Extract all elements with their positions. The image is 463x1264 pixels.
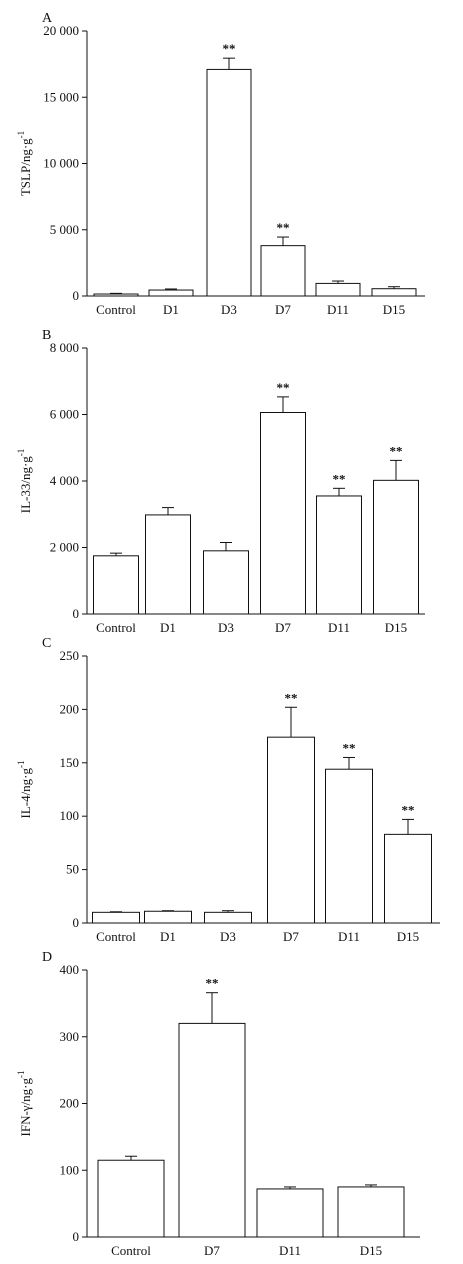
x-tick-label: D1: [160, 620, 176, 635]
y-tick-label: 0: [73, 288, 80, 303]
x-tick-label: D15: [385, 620, 407, 635]
y-tick-label: 2 000: [50, 540, 79, 555]
y-tick-label: 50: [66, 862, 79, 877]
bar-control: [93, 555, 139, 615]
y-axis-label: IL-33/ng·g-1: [16, 449, 33, 514]
bar-control: [97, 1159, 165, 1238]
significance-label: **: [277, 220, 290, 235]
bar-d15: [371, 288, 417, 297]
bar-d15: [373, 479, 419, 615]
y-tick-label: 0: [73, 915, 80, 930]
y-axis-label: TSLP/ng·g-1: [16, 131, 33, 196]
x-tick-label: D11: [327, 302, 349, 317]
panel-letter: A: [42, 11, 53, 26]
y-tick-label: 6 000: [50, 407, 79, 422]
significance-label: **: [343, 740, 356, 755]
significance-label: **: [333, 471, 346, 486]
bar-d15: [384, 833, 432, 924]
panel-letter: D: [42, 950, 52, 965]
y-tick-label: 300: [60, 1029, 80, 1044]
bar-d1: [148, 289, 194, 297]
bar-d15: [337, 1186, 405, 1238]
chart-panel-b: B 0 2 000 4 000 6 000 8 000 IL-33/ng·g-1 Contro…: [16, 328, 425, 635]
x-tick-label: D11: [328, 620, 350, 635]
y-tick-label: 150: [60, 755, 80, 770]
bar-d7: [267, 736, 315, 924]
x-tick-label: D7: [283, 929, 299, 944]
significance-label: **: [285, 690, 298, 705]
bar-d1: [145, 514, 191, 615]
chart-panel-c: C 0 50 100 150 200 250 IL-4/ng·g-1 Control D1 D3 **…: [16, 636, 440, 944]
bar-control: [93, 293, 139, 297]
bar-d3: [204, 911, 252, 924]
significance-label: **: [223, 41, 236, 56]
bar-d3: [203, 550, 249, 615]
bar-d11: [256, 1188, 324, 1238]
x-tick-label: Control: [96, 929, 136, 944]
x-tick-label: D1: [163, 302, 179, 317]
chart-panel-a: A 0 5 000 10 000 15 000 20 000 TSLP/ng·g-1 Cont…: [16, 11, 425, 317]
y-axis-label: IL-4/ng·g-1: [16, 760, 33, 818]
x-tick-label: Control: [111, 1243, 151, 1258]
x-tick-label: D15: [397, 929, 419, 944]
chart-panel-d: D 0 100 200 300 400 IFN-γ/ng·g-1 Control ** D7 D11…: [16, 950, 420, 1258]
x-tick-label: D15: [383, 302, 405, 317]
y-tick-label: 8 000: [50, 340, 79, 355]
panel-letter: B: [42, 328, 51, 343]
bar-d11: [316, 495, 362, 615]
y-tick-label: 4 000: [50, 473, 79, 488]
x-tick-label: D1: [160, 929, 176, 944]
x-tick-label: Control: [96, 620, 136, 635]
y-tick-label: 5 000: [50, 222, 79, 237]
bar-d3: [206, 68, 252, 297]
x-tick-label: D7: [275, 620, 291, 635]
x-tick-label: D11: [279, 1243, 301, 1258]
significance-label: **: [390, 443, 403, 458]
significance-label: **: [277, 380, 290, 395]
significance-label: **: [402, 802, 415, 817]
x-tick-label: D7: [275, 302, 291, 317]
y-tick-label: 200: [60, 1096, 80, 1111]
y-tick-label: 20 000: [43, 23, 79, 38]
bar-d7: [260, 412, 306, 615]
y-tick-label: 400: [60, 962, 80, 977]
x-tick-label: D15: [360, 1243, 382, 1258]
y-tick-label: 100: [60, 1162, 80, 1177]
significance-label: **: [206, 976, 219, 991]
x-tick-label: Control: [96, 302, 136, 317]
bar-d1: [144, 910, 192, 924]
x-tick-label: D11: [338, 929, 360, 944]
bar-d7: [178, 1022, 246, 1238]
panel-letter: C: [42, 636, 51, 651]
bar-control: [92, 911, 140, 924]
y-tick-label: 0: [73, 1229, 80, 1244]
bar-d11: [325, 768, 373, 924]
bar-d11: [315, 282, 361, 297]
y-tick-label: 200: [60, 701, 80, 716]
bar-d7: [260, 245, 306, 297]
x-tick-label: D3: [221, 302, 237, 317]
y-tick-label: 0: [73, 606, 80, 621]
y-tick-label: 15 000: [43, 89, 79, 104]
x-tick-label: D7: [204, 1243, 220, 1258]
y-axis-label: IFN-γ/ng·g-1: [16, 1071, 33, 1137]
y-tick-label: 100: [60, 808, 80, 823]
y-tick-label: 250: [60, 648, 80, 663]
x-tick-label: D3: [220, 929, 236, 944]
x-tick-label: D3: [218, 620, 234, 635]
y-tick-label: 10 000: [43, 156, 79, 171]
